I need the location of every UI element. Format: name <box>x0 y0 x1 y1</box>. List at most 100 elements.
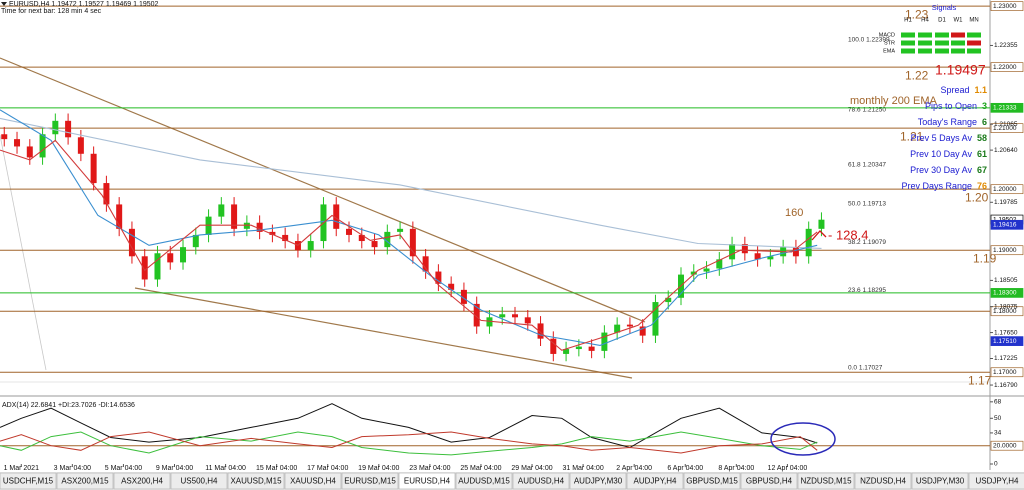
axis-level-box <box>990 62 1024 72</box>
axis-level-box <box>990 306 1024 317</box>
tab-label[interactable]: NZDUSD,M15 <box>800 477 852 486</box>
tab[interactable] <box>56 472 114 490</box>
info-value: 76 <box>977 181 987 191</box>
fib-label: 0.0 1.17027 <box>848 364 883 371</box>
candle-body <box>256 222 263 232</box>
candle-body <box>550 338 557 354</box>
x-tick-label: 5 Mar 04:00 <box>105 465 142 472</box>
y-tick-label: 1.17650 <box>994 329 1018 336</box>
x-tick-label: 31 Mar 04:00 <box>562 465 603 472</box>
candle-body <box>512 314 519 318</box>
candle-body <box>77 137 84 154</box>
signal-cell <box>935 40 949 46</box>
tab[interactable] <box>911 472 969 490</box>
candle-body <box>435 271 442 284</box>
level-label: 1.21 <box>900 129 924 143</box>
tab[interactable] <box>113 472 171 490</box>
candle-body <box>792 247 799 257</box>
fib-label: 100.0 1.22399 <box>848 36 890 43</box>
indicator-level-label: 20.0000 <box>993 442 1017 449</box>
x-tick-label: 23 Mar 04:00 <box>409 465 450 472</box>
tab-label[interactable]: USDCHF,M15 <box>3 477 54 486</box>
tab-label[interactable]: ASX200,M15 <box>61 477 109 486</box>
x-tick-label: 8 Apr 04:00 <box>718 465 754 472</box>
candle-body <box>103 183 110 205</box>
tab[interactable] <box>626 472 684 490</box>
tab-label[interactable]: AUDJPY,H4 <box>634 477 678 486</box>
candle-body <box>397 228 404 232</box>
tab[interactable] <box>227 472 285 490</box>
tab[interactable] <box>740 472 798 490</box>
signal-cell <box>951 48 965 54</box>
info-row: Prev 5 Days Av 58 <box>911 133 987 143</box>
tab-label[interactable]: NZDUSD,H4 <box>860 477 906 486</box>
tab-label[interactable]: GBPUSD,M15 <box>686 477 738 486</box>
y-tick-label: 1.22355 <box>994 42 1018 49</box>
last-price: 1.19497 <box>935 62 986 78</box>
info-label: Spread <box>940 85 969 95</box>
signal-column: MN <box>969 18 978 24</box>
candle-body <box>1 134 8 140</box>
tab[interactable] <box>0 472 57 490</box>
candle-body <box>218 204 225 217</box>
tab[interactable] <box>569 472 627 490</box>
y-tick-label: 50 <box>994 415 1002 422</box>
tab[interactable] <box>854 472 912 490</box>
candle-body <box>741 244 748 254</box>
y-tick-label: 1.21065 <box>994 121 1018 128</box>
tab-label[interactable]: XAUUSD,M15 <box>230 477 282 486</box>
candle-body <box>116 204 123 229</box>
y-tick-label: 1.17225 <box>994 355 1018 362</box>
price-box-label: 1.21333 <box>993 105 1017 112</box>
axis-level-box <box>990 367 1024 378</box>
fib-label: 78.6 1.21250 <box>848 107 886 114</box>
tab-label[interactable]: XAUUSD,H4 <box>290 477 336 486</box>
x-tick-label: 17 Mar 04:00 <box>307 465 348 472</box>
tab-label[interactable]: ASX200,H4 <box>121 477 163 486</box>
tab[interactable] <box>284 472 342 490</box>
tab-label[interactable]: USDJPY,M30 <box>916 477 965 486</box>
price-box-label: 1.19416 <box>993 222 1017 229</box>
candle-body <box>307 241 314 251</box>
candle-body <box>65 120 72 138</box>
signal-cell <box>918 48 932 54</box>
tab[interactable] <box>797 472 855 490</box>
level-label: 1.23 <box>905 7 929 21</box>
axis-level-label: 1.18000 <box>993 308 1017 315</box>
tab[interactable] <box>341 472 399 490</box>
fib-label: 23.6 1.18295 <box>848 287 886 294</box>
signal-cell <box>951 40 965 46</box>
tab[interactable] <box>398 472 456 490</box>
axis-level-label: 1.22000 <box>993 64 1017 71</box>
axis-level-box <box>990 245 1024 256</box>
candle-body <box>690 271 697 275</box>
tab[interactable] <box>683 472 741 490</box>
candle-body <box>665 297 672 303</box>
tab[interactable] <box>512 472 570 490</box>
signal-cell <box>935 32 949 38</box>
tab-label[interactable]: AUDUSD,M15 <box>458 477 510 486</box>
candle-body <box>614 324 621 333</box>
tab-label[interactable]: EURUSD,H4 <box>404 477 451 486</box>
candle-body <box>767 256 774 260</box>
info-value: 67 <box>977 165 987 175</box>
info-label: Today's Range <box>918 117 977 127</box>
tab[interactable] <box>455 472 513 490</box>
info-label: Prev 30 Day Av <box>910 165 972 175</box>
tab-label[interactable]: USDJPY,H4 <box>976 477 1020 486</box>
info-label: Prev Days Range <box>901 181 972 191</box>
price-box-label: 1.18300 <box>993 290 1017 297</box>
info-row: Prev Days Range 76 <box>901 181 987 191</box>
tab-label[interactable]: AUDUSD,H4 <box>518 477 565 486</box>
tab[interactable] <box>170 472 228 490</box>
candle-body <box>626 324 633 327</box>
tab-label[interactable]: US500,H4 <box>181 477 218 486</box>
tab[interactable] <box>968 472 1024 490</box>
candle-body <box>141 256 148 280</box>
signal-cell <box>935 48 949 54</box>
tab-label[interactable]: GBPUSD,H4 <box>746 477 793 486</box>
tab-label[interactable]: AUDJPY,M30 <box>574 477 623 486</box>
tab-label[interactable]: EURUSD,M15 <box>344 477 396 486</box>
signal-column: H4 <box>921 18 929 24</box>
